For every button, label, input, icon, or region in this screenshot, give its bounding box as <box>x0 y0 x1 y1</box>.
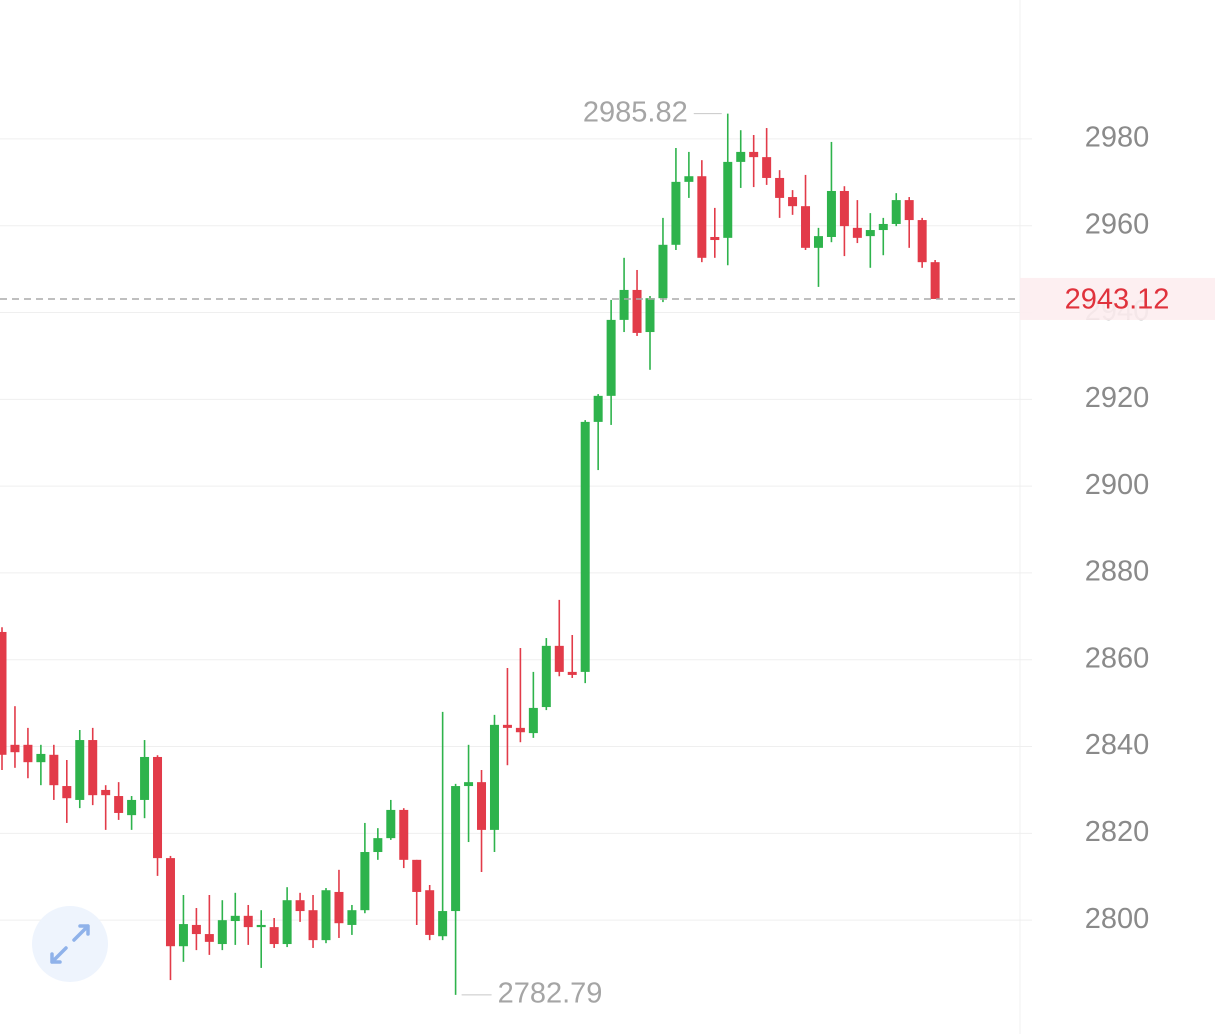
candle-body <box>295 900 305 912</box>
candle-body <box>697 176 707 258</box>
candle-body <box>788 197 798 207</box>
candle-body <box>632 289 642 333</box>
y-tick-label: 2960 <box>1085 208 1150 240</box>
candle-body <box>49 754 59 786</box>
candle-body <box>541 645 551 708</box>
candle-body <box>127 799 137 816</box>
candle-body <box>528 707 538 734</box>
expand-button[interactable] <box>32 906 108 982</box>
candle-body <box>425 890 435 935</box>
candle-body <box>191 924 201 935</box>
high-label: 2985.82 <box>583 96 688 128</box>
candle-body <box>282 900 292 945</box>
candle-body <box>826 190 836 237</box>
candle-body <box>23 744 33 763</box>
y-tick-label: 2860 <box>1085 642 1150 674</box>
y-tick-label: 2900 <box>1085 469 1150 501</box>
last-price-label: 2943.12 <box>1065 284 1170 316</box>
candle-body <box>88 740 98 796</box>
candle-body <box>917 220 927 263</box>
candle-body <box>762 157 772 178</box>
y-tick-label: 2820 <box>1085 816 1150 848</box>
candle-body <box>308 910 318 941</box>
candle-body <box>399 809 409 860</box>
candle-body <box>904 200 914 221</box>
y-tick-label: 2920 <box>1085 382 1150 414</box>
candle-body <box>489 724 499 830</box>
y-tick-label: 2880 <box>1085 556 1150 588</box>
candles <box>0 113 940 995</box>
candle-body <box>801 206 811 248</box>
expand-button-bg[interactable] <box>32 906 108 982</box>
candle-body <box>930 262 940 299</box>
candle-body <box>321 890 331 941</box>
candle-body <box>75 740 85 800</box>
candle-body <box>347 910 357 925</box>
candle-body <box>140 756 150 800</box>
y-tick-label: 2800 <box>1085 903 1150 935</box>
candle-body <box>386 809 396 839</box>
low-label: 2782.79 <box>498 978 603 1010</box>
candle-body <box>775 177 785 198</box>
candle-body <box>852 227 862 238</box>
last-price-tag <box>1020 277 1215 320</box>
candle-body <box>891 200 901 224</box>
candle-body <box>813 236 823 248</box>
candle-body <box>230 915 240 922</box>
candle-body <box>204 934 214 942</box>
candle-body <box>243 915 253 928</box>
candle-body <box>0 631 7 755</box>
candle-body <box>477 782 487 830</box>
candle-body <box>736 151 746 162</box>
candle-body <box>878 223 888 231</box>
candle-body <box>593 395 603 422</box>
candle-body <box>256 924 266 928</box>
candle-body <box>658 244 668 299</box>
candle-body <box>749 151 759 158</box>
candle-body <box>451 786 461 912</box>
candle-body <box>619 289 629 320</box>
expand-icon[interactable] <box>50 924 90 964</box>
candle-body <box>839 190 849 227</box>
candle-body <box>554 645 564 672</box>
candle-body <box>865 230 875 237</box>
candle-body <box>217 920 227 945</box>
candle-body <box>684 176 694 182</box>
candle-body <box>710 236 720 241</box>
candle-body <box>464 782 474 787</box>
y-tick-label: 2980 <box>1085 122 1150 154</box>
candle-body <box>723 161 733 238</box>
candle-body <box>645 298 655 333</box>
candle-body <box>671 181 681 245</box>
candle-body <box>178 924 188 947</box>
candle-body <box>153 756 163 859</box>
candle-body <box>438 911 448 937</box>
candle-body <box>412 859 422 892</box>
candle-body <box>373 838 383 853</box>
candle-body <box>580 421 590 672</box>
candle-body <box>114 796 124 813</box>
candle-body <box>334 891 344 924</box>
candle-body <box>502 724 512 728</box>
candle-body <box>360 852 370 911</box>
candle-body <box>36 753 46 763</box>
candle-body <box>567 671 577 675</box>
candle-body <box>515 727 525 733</box>
candle-body <box>62 786 72 799</box>
grid: 2800282028402860288029002920294029602980 <box>0 122 1149 935</box>
candle-body <box>165 858 175 947</box>
y-tick-label: 2840 <box>1085 729 1150 761</box>
candle-body <box>101 789 111 796</box>
candle-body <box>10 744 20 753</box>
candle-body <box>606 319 616 396</box>
overlay: 2985.82 2782.79 2943.12 <box>0 96 1215 1010</box>
candle-body <box>269 927 279 945</box>
